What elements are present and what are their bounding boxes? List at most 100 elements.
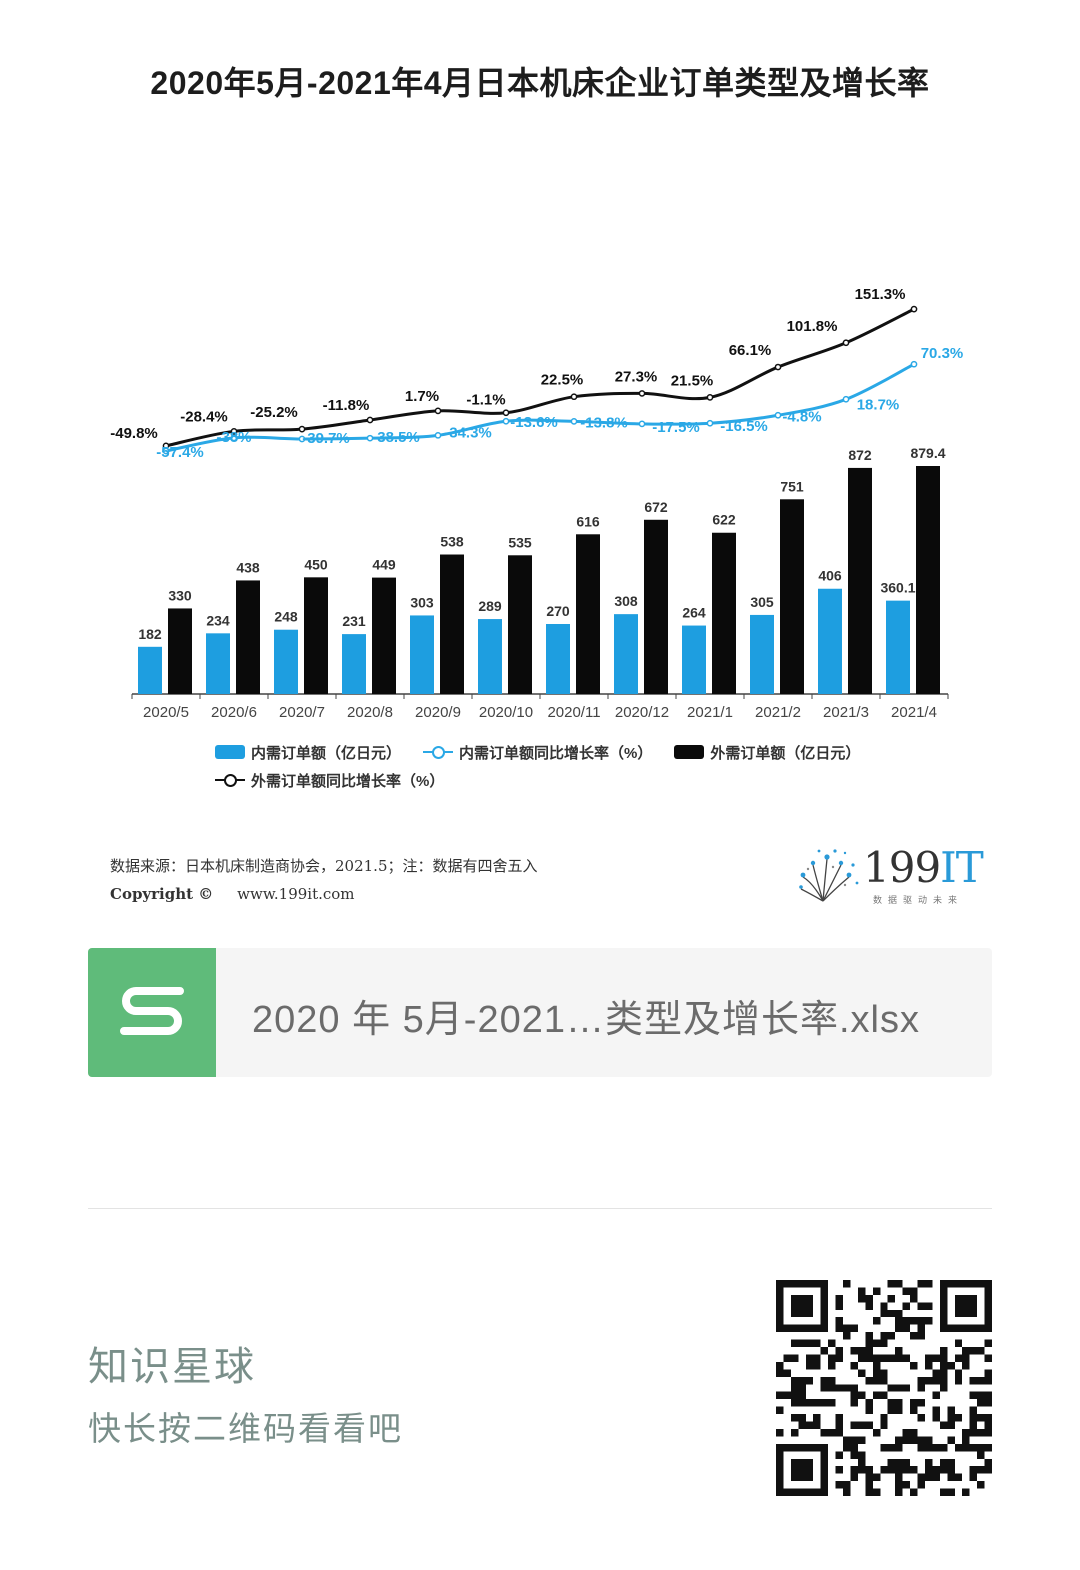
qr-module — [910, 1317, 918, 1325]
qr-module — [932, 1391, 940, 1400]
x-tick-label: 2020/5 — [143, 704, 189, 721]
qr-module — [872, 1287, 881, 1295]
qr-module — [954, 1354, 963, 1362]
qr-module — [835, 1414, 844, 1422]
domestic-growth-label: 70.3% — [921, 345, 964, 362]
x-tick-label: 2020/12 — [615, 704, 669, 721]
qr-module — [880, 1376, 888, 1385]
bar-foreign-label: 538 — [440, 534, 464, 550]
qr-module — [850, 1391, 858, 1400]
qr-module — [805, 1339, 814, 1348]
qr-module — [984, 1414, 992, 1422]
qr-module — [924, 1354, 933, 1362]
footer-title: 知识星球 — [88, 1345, 256, 1389]
source-text: 数据来源：日本机床制造商协会，2021.5；注：数据有四舍五入 — [110, 857, 538, 875]
qr-module — [805, 1399, 814, 1407]
domestic-growth-label: -34.3% — [444, 424, 492, 441]
bar-domestic-label: 231 — [342, 613, 366, 629]
bar-domestic-label: 406 — [818, 568, 842, 584]
qr-module — [947, 1421, 955, 1429]
bar-foreign-label: 438 — [236, 559, 260, 575]
qr-module — [939, 1347, 948, 1355]
qr-module — [977, 1376, 985, 1385]
foreign-growth-label: 21.5% — [671, 372, 714, 389]
qr-module — [910, 1428, 918, 1437]
qr-module — [984, 1466, 992, 1474]
qr-module — [924, 1458, 933, 1467]
qr-module — [805, 1354, 814, 1362]
qr-module — [835, 1317, 844, 1325]
qr-module — [865, 1347, 873, 1355]
qr-module — [932, 1443, 940, 1452]
qr-module — [947, 1488, 955, 1496]
qr-module — [984, 1391, 992, 1400]
legend-bar-domestic: 内需订单额（亿日元） — [215, 742, 401, 763]
qr-module — [865, 1466, 873, 1474]
domestic-growth-label: -39.7% — [302, 430, 350, 447]
domestic-growth-label: -16.5% — [720, 418, 768, 435]
foreign-growth-point — [366, 416, 374, 424]
logo-wordmark: 199IT — [863, 843, 984, 892]
qr-module — [895, 1399, 903, 1407]
bar-foreign — [848, 467, 872, 694]
qr-module — [835, 1294, 844, 1303]
domestic-growth-label: 18.7% — [857, 396, 900, 413]
qr-module — [813, 1399, 821, 1407]
qr-module — [969, 1421, 978, 1429]
dandelion-logo-icon — [799, 849, 859, 902]
legend-swatch-icon — [674, 745, 705, 759]
qr-module — [924, 1436, 933, 1444]
qr-module — [887, 1294, 896, 1303]
website-link[interactable]: www.199it.com — [237, 885, 355, 903]
qr-module — [813, 1414, 821, 1422]
qr-module — [828, 1354, 836, 1362]
qr-module — [895, 1280, 903, 1288]
foreign-growth-label: 151.3% — [855, 286, 906, 303]
copyright-line: Copyright © www.199it.com — [110, 880, 538, 908]
qr-module — [939, 1280, 948, 1333]
domestic-growth-point — [230, 434, 238, 442]
qr-module — [843, 1332, 851, 1340]
foreign-growth-point — [842, 339, 850, 347]
x-tick-label: 2020/11 — [547, 704, 600, 721]
qr-module — [939, 1443, 948, 1452]
domestic-growth-point — [910, 360, 918, 368]
qr-module — [895, 1436, 903, 1444]
qr-module — [790, 1399, 799, 1407]
qr-module — [835, 1384, 844, 1392]
qr-module — [828, 1339, 836, 1348]
footer-hint: 快长按二维码看看吧 — [88, 1410, 403, 1447]
qr-module — [932, 1376, 940, 1385]
domestic-growth-point — [774, 411, 782, 419]
qr-module — [969, 1414, 978, 1422]
bar-domestic — [274, 629, 298, 694]
qr-module — [947, 1466, 955, 1474]
qr-module — [917, 1436, 925, 1444]
qr-module — [850, 1451, 858, 1459]
qr-module — [977, 1347, 985, 1355]
qr-module — [924, 1376, 933, 1385]
bar-foreign-label: 622 — [712, 512, 736, 528]
qr-module — [969, 1406, 978, 1415]
qr-module — [962, 1488, 970, 1496]
qr-module — [947, 1414, 955, 1422]
x-tick-label: 2020/10 — [479, 704, 533, 721]
file-attachment-card[interactable]: 2020 年 5月-2021…类型及增长率.xlsx — [88, 948, 992, 1077]
qr-module — [850, 1443, 858, 1452]
qr-module — [865, 1294, 873, 1303]
copyright-text: Copyright © — [110, 885, 214, 903]
qr-module — [917, 1473, 925, 1482]
qr-module — [843, 1481, 851, 1489]
qr-module — [924, 1466, 933, 1474]
qr-module — [776, 1280, 829, 1288]
qr-module — [798, 1399, 806, 1407]
qr-module — [910, 1294, 918, 1303]
qr-module — [865, 1332, 873, 1340]
qr-module — [850, 1399, 858, 1407]
qr-module — [783, 1391, 791, 1400]
qr-module — [850, 1324, 858, 1333]
qr-module — [843, 1324, 851, 1333]
qr-module — [872, 1369, 881, 1377]
qr-code-icon[interactable] — [776, 1280, 992, 1496]
qr-module — [850, 1436, 858, 1444]
